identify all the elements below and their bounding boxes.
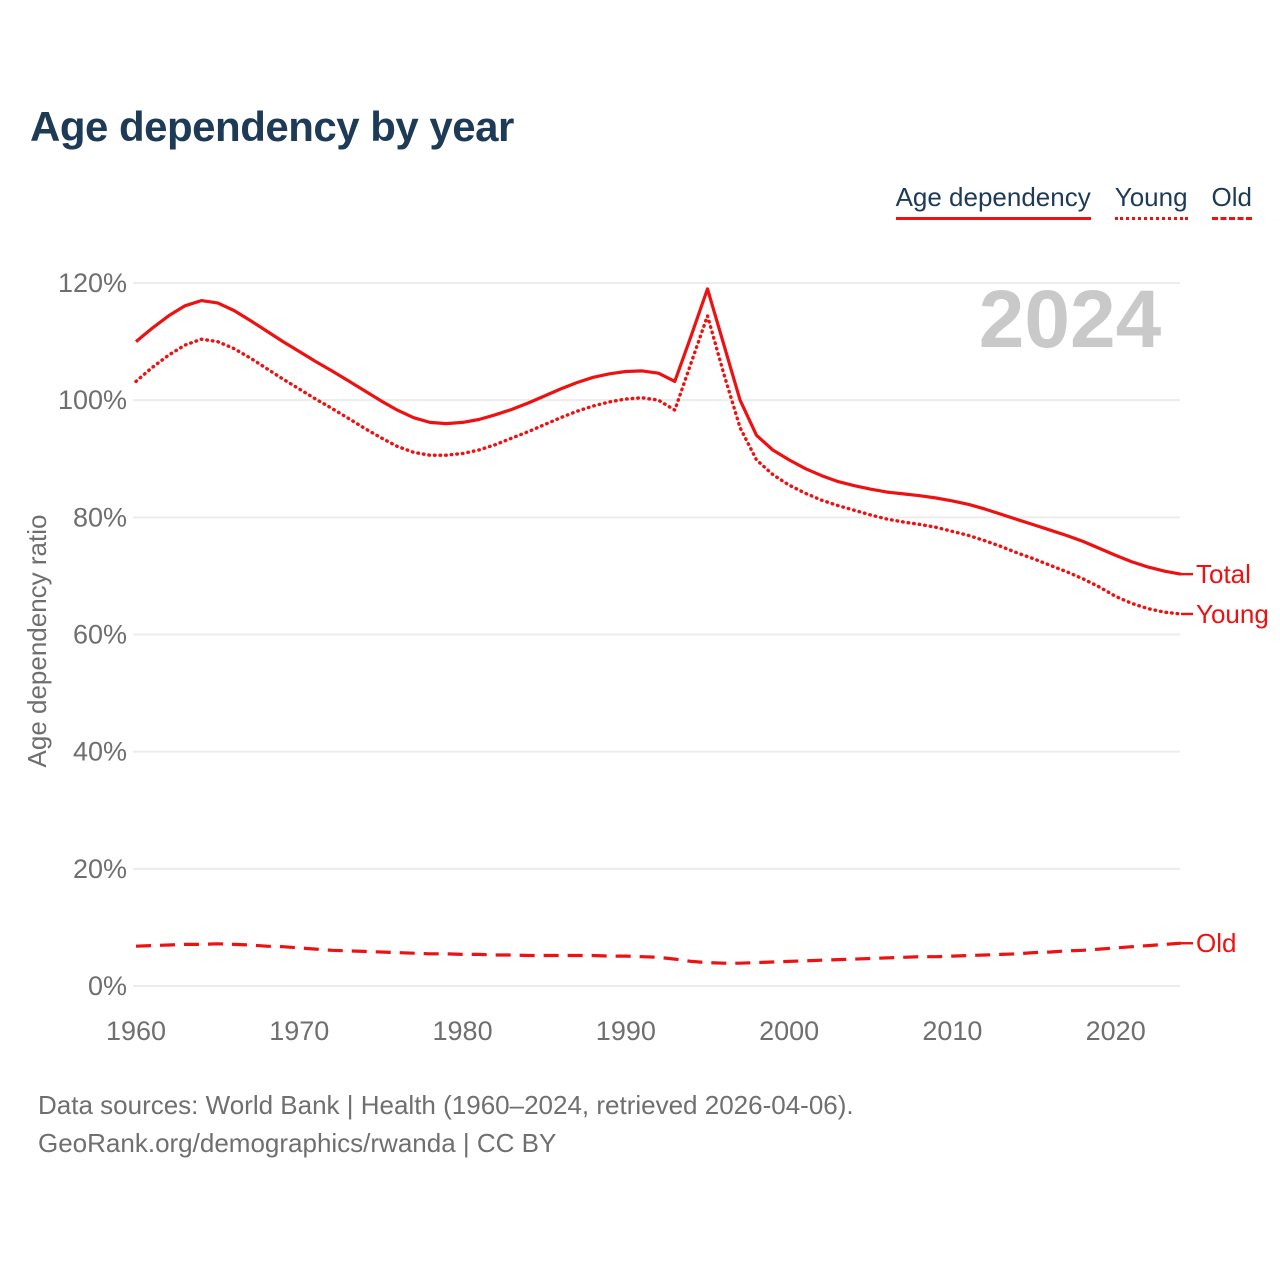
- page-title: Age dependency by year: [30, 103, 514, 150]
- y-tick-label-100: 100%: [58, 385, 127, 415]
- y-tick-label-80: 80%: [73, 502, 127, 532]
- y-axis-title: Age dependency ratio: [22, 515, 52, 768]
- legend-item-old[interactable]: Old: [1211, 182, 1252, 220]
- y-tick-label-120: 120%: [58, 268, 127, 298]
- footer: Data sources: World Bank | Health (1960–…: [38, 1086, 854, 1162]
- series-line-young: [134, 314, 1183, 616]
- y-tick-label-0: 0%: [88, 971, 127, 1001]
- y-tick-label-60: 60%: [73, 620, 127, 650]
- watermark-year: 2024: [979, 274, 1162, 365]
- x-tick-label-1970: 1970: [269, 1016, 329, 1046]
- grid-layer: 0% 20% 40% 60% 80% 100% 120% 1960 1970 1980 1990 20…: [58, 268, 1180, 1046]
- x-tick-label-2020: 2020: [1086, 1016, 1146, 1046]
- series-end-label-total: Total: [1196, 559, 1251, 589]
- y-tick-label-20: 20%: [73, 854, 127, 884]
- legend-item-age-dependency[interactable]: Age dependency: [895, 182, 1091, 220]
- annotation-layer: Total Young Old: [1181, 559, 1269, 958]
- y-tick-label-40: 40%: [73, 737, 127, 767]
- x-tick-label-1980: 1980: [433, 1016, 493, 1046]
- footer-attribution-line: GeoRank.org/demographics/rwanda | CC BY: [38, 1128, 557, 1158]
- series-end-label-old: Old: [1196, 928, 1236, 958]
- series-end-label-young: Young: [1196, 599, 1269, 629]
- series-line-old: [135, 941, 1182, 965]
- x-tick-label-2010: 2010: [922, 1016, 982, 1046]
- footer-source-line: Data sources: World Bank | Health (1960–…: [38, 1090, 854, 1120]
- x-tick-label-2000: 2000: [759, 1016, 819, 1046]
- series-line-total: [134, 287, 1182, 576]
- legend: Age dependency Young Old: [895, 182, 1252, 220]
- x-tick-label-1960: 1960: [106, 1016, 166, 1046]
- legend-item-young[interactable]: Young: [1114, 182, 1188, 220]
- x-tick-label-1990: 1990: [596, 1016, 656, 1046]
- series-layer: [134, 287, 1183, 965]
